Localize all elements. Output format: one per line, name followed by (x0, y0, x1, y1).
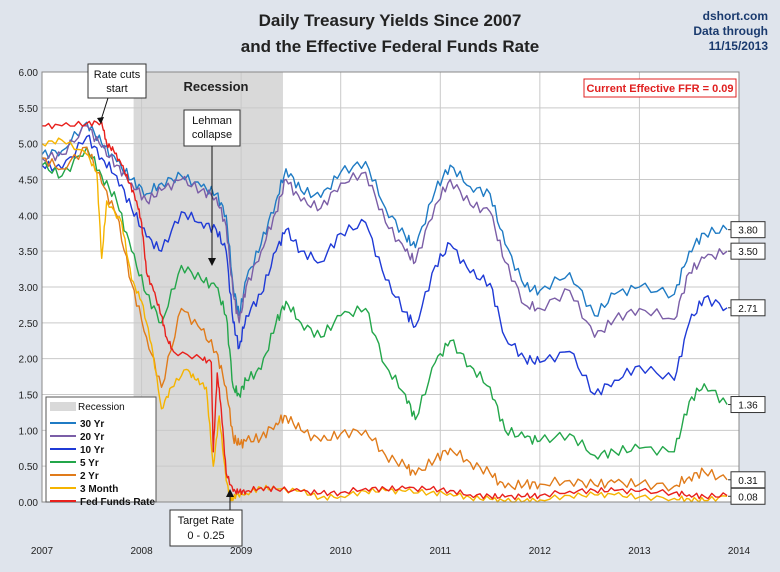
x-tick-label: 2008 (130, 546, 153, 557)
legend-label: Fed Funds Rate (80, 497, 155, 508)
target-rate-line1: Target Rate (178, 515, 235, 527)
y-tick-label: 2.00 (19, 355, 39, 366)
y-tick-label: 3.50 (19, 247, 39, 258)
lehman-callout: Lehman collapse (183, 109, 241, 266)
legend-swatch-recession (50, 402, 76, 411)
end-value-labels: 3.80 3.50 2.71 1.36 0.31 0.08 (728, 221, 766, 505)
rate-cuts-line1: Rate cuts (94, 69, 141, 81)
end-value-label: 3.50 (738, 247, 758, 258)
x-tick-label: 2013 (628, 546, 651, 557)
legend-label: 2 Yr (80, 471, 99, 482)
current-ffr-box: Current Effective FFR = 0.09 (583, 78, 737, 98)
x-tick-label: 2007 (31, 546, 54, 557)
series-line-5-yr (41, 146, 728, 460)
series-line-20-yr (41, 124, 728, 338)
rate-cuts-line2: start (106, 83, 127, 95)
x-tick-label: 2014 (728, 546, 751, 557)
y-tick-label: 0.00 (19, 498, 39, 509)
end-value-label: 0.08 (738, 492, 758, 503)
y-tick-label: 4.50 (19, 176, 39, 187)
target-rate-callout: Target Rate 0 - 0.25 (169, 489, 243, 547)
y-tick-label: 1.00 (19, 426, 39, 437)
end-value-label: 3.80 (738, 226, 758, 237)
legend-label: 5 Yr (80, 458, 99, 469)
series-layer (41, 120, 728, 503)
series-line-30-yr (41, 121, 728, 317)
y-tick-label: 5.50 (19, 104, 39, 115)
legend: Recession 30 Yr 20 Yr 10 Yr 5 Yr 2 Yr 3 Month F… (45, 396, 157, 508)
y-tick-label: 1.50 (19, 391, 39, 402)
end-label-box (730, 299, 766, 317)
chart-title-line1: Daily Treasury Yields Since 2007 (259, 11, 522, 30)
y-tick-label: 0.50 (19, 462, 39, 473)
y-tick-label: 2.50 (19, 319, 39, 330)
lehman-line2: collapse (192, 129, 232, 141)
recession-label: Recession (183, 79, 248, 94)
x-tick-label: 2010 (330, 546, 353, 557)
source-line1: dshort.com (703, 9, 768, 23)
current-ffr-label: Current Effective FFR = 0.09 (586, 83, 733, 95)
series-line-3-month (41, 137, 728, 503)
end-label-box (730, 242, 766, 260)
x-tick-label: 2012 (529, 546, 552, 557)
end-value-label: 1.36 (738, 401, 758, 412)
legend-label: 10 Yr (80, 445, 104, 456)
y-tick-label: 6.00 (19, 68, 39, 79)
y-tick-label: 5.00 (19, 140, 39, 151)
series-line-fed-funds-rate (41, 120, 728, 501)
end-value-label: 2.71 (738, 304, 758, 315)
series-line-10-yr (41, 134, 728, 396)
end-label-box (730, 221, 766, 239)
end-label-box (730, 487, 766, 505)
plot-border (41, 71, 740, 503)
y-tick-label: 4.00 (19, 211, 39, 222)
legend-label-recession: Recession (78, 402, 125, 413)
target-rate-line2: 0 - 0.25 (187, 530, 224, 542)
x-tick-label: 2009 (230, 546, 253, 557)
rate-cuts-callout: Rate cuts start (87, 63, 147, 124)
legend-label: 30 Yr (80, 419, 104, 430)
end-value-label: 0.31 (738, 476, 758, 487)
source-line3: 11/15/2013 (709, 39, 769, 53)
y-axis-ticks: 0.00 0.50 1.00 1.50 2.00 2.50 3.00 3.50 4.00 4.50… (19, 68, 39, 509)
end-label-box (730, 396, 766, 414)
legend-label: 3 Month (80, 484, 118, 495)
legend-label: 20 Yr (80, 432, 104, 443)
y-tick-label: 3.00 (19, 283, 39, 294)
x-tick-label: 2011 (430, 546, 452, 557)
chart-title-line2: and the Effective Federal Funds Rate (241, 37, 540, 56)
lehman-line1: Lehman (192, 115, 232, 127)
source-line2: Data through (693, 24, 768, 38)
x-axis-ticks: 2007 2008 2009 2010 2011 2012 2013 2014 (31, 546, 751, 557)
